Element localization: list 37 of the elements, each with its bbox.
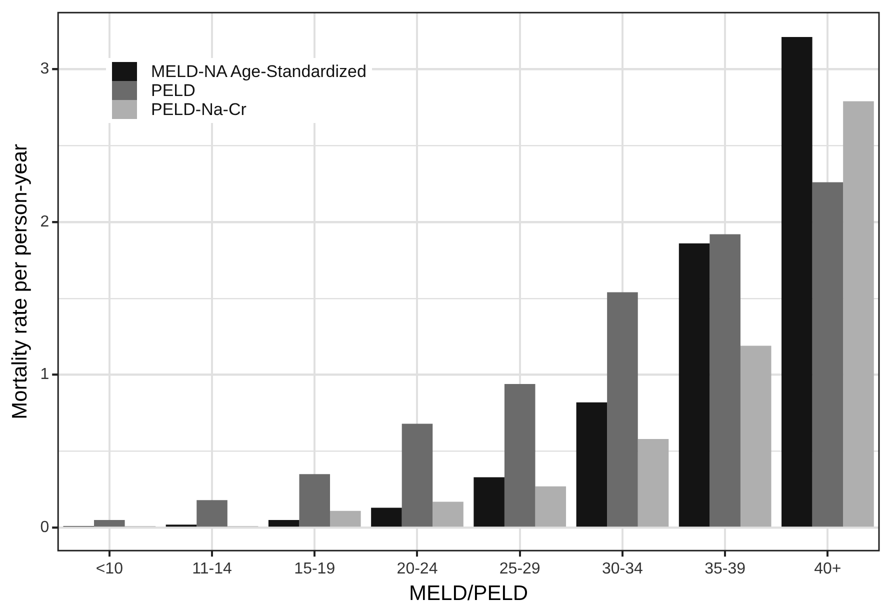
bar (740, 346, 772, 527)
y-tick-label: 2 (40, 213, 50, 230)
x-tick-label: 35-39 (704, 560, 746, 578)
y-tick-label: 3 (40, 60, 50, 78)
legend-label: PELD-Na-Cr (151, 100, 246, 119)
x-tick-label: 15-19 (294, 560, 336, 578)
bar (330, 510, 361, 527)
legend-label: MELD-NA Age-Standardized (151, 62, 366, 81)
bar (196, 500, 228, 527)
bar (299, 474, 330, 527)
y-tick-label: 1 (40, 366, 50, 384)
x-tick-label: 40+ (814, 560, 842, 578)
x-tick-label: 30-34 (602, 560, 644, 578)
bar (576, 402, 608, 527)
x-tick-label: 25-29 (499, 560, 540, 578)
x-tick-label: 20-24 (396, 560, 438, 578)
bar (782, 37, 812, 527)
bar (638, 439, 669, 527)
x-axis-title: MELD/PELD (409, 582, 528, 606)
legend-label: PELD (151, 81, 196, 100)
x-tick-label: <10 (96, 560, 124, 578)
bar (432, 502, 464, 527)
bar (678, 243, 710, 527)
bar (843, 101, 874, 527)
bar (402, 424, 433, 527)
bar (504, 384, 536, 527)
bar (812, 182, 844, 527)
bar (268, 520, 300, 527)
y-tick-label: 0 (40, 519, 50, 536)
bar (607, 292, 638, 527)
bar (94, 520, 125, 527)
bar (371, 508, 402, 527)
bar (474, 477, 504, 527)
x-tick-label: 11-14 (192, 560, 232, 578)
y-axis-title: Mortality rate per person-year (8, 144, 32, 420)
bar (535, 486, 566, 527)
bar (710, 234, 740, 527)
